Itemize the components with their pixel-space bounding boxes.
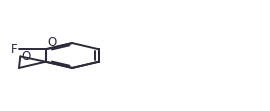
Text: O: O: [47, 36, 56, 49]
Text: F: F: [11, 43, 17, 56]
Text: O: O: [21, 50, 31, 63]
